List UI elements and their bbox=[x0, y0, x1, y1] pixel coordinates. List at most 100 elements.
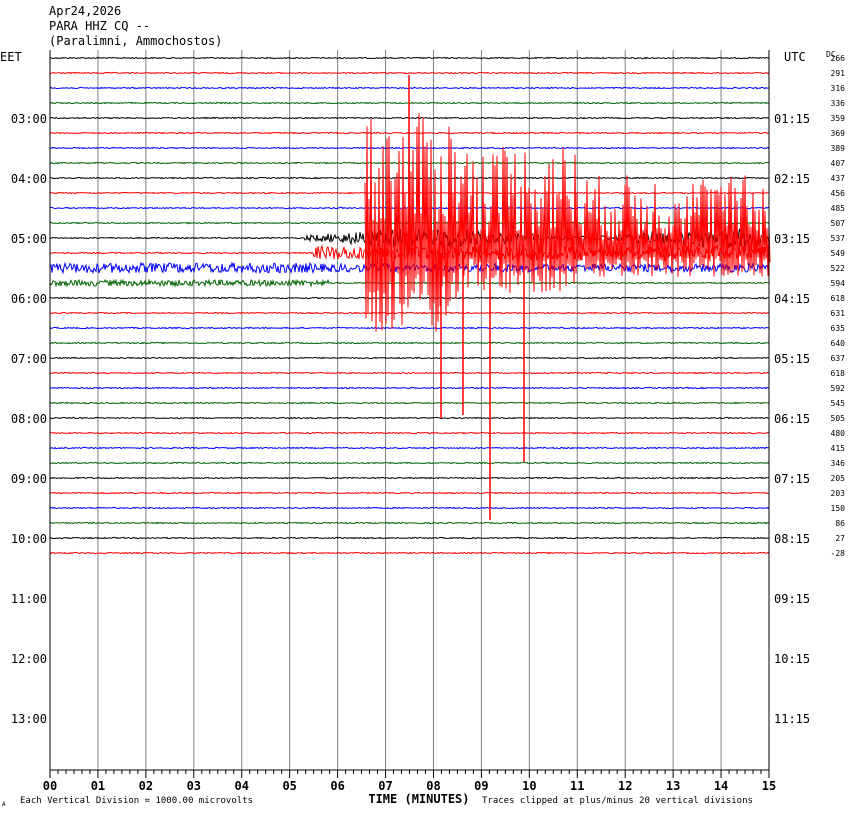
dc-offset-label: 407 bbox=[831, 159, 846, 168]
x-tick-label: 11 bbox=[570, 779, 584, 793]
dc-offset-label: 346 bbox=[831, 459, 846, 468]
right-time-label: 02:15 bbox=[774, 172, 810, 186]
dc-offset-label: 86 bbox=[835, 519, 845, 528]
x-axis-label: TIME (MINUTES) bbox=[368, 792, 469, 806]
dc-offset-label: 618 bbox=[831, 369, 846, 378]
dc-offset-label: 549 bbox=[831, 249, 846, 258]
dc-offset-label: 545 bbox=[831, 399, 846, 408]
header-station: PARA HHZ CQ -- bbox=[49, 19, 151, 33]
dc-offset-label: 485 bbox=[831, 204, 846, 213]
left-time-label: 06:00 bbox=[11, 292, 47, 306]
left-timezone-label: EET bbox=[0, 50, 22, 64]
x-tick-label: 02 bbox=[139, 779, 153, 793]
left-time-label: 10:00 bbox=[11, 532, 47, 546]
left-time-label: 03:00 bbox=[11, 112, 47, 126]
right-time-label: 09:15 bbox=[774, 592, 810, 606]
dc-offset-label: 369 bbox=[831, 129, 846, 138]
dc-offset-label: 631 bbox=[831, 309, 846, 318]
right-time-label: 06:15 bbox=[774, 412, 810, 426]
seismic-trace bbox=[49, 341, 770, 345]
seismic-trace bbox=[49, 56, 770, 60]
corner-mark: A bbox=[2, 801, 6, 808]
seismic-trace bbox=[50, 311, 770, 315]
left-time-label: 09:00 bbox=[11, 472, 47, 486]
right-timezone-label: UTC bbox=[784, 50, 806, 64]
x-tick-label: 00 bbox=[43, 779, 57, 793]
seismic-trace bbox=[49, 386, 770, 390]
seismic-trace bbox=[49, 401, 770, 405]
left-time-label: 13:00 bbox=[11, 712, 47, 726]
dc-offset-label: 618 bbox=[831, 294, 846, 303]
x-tick-label: 06 bbox=[330, 779, 344, 793]
right-time-label: 04:15 bbox=[774, 292, 810, 306]
dc-offset-label: 205 bbox=[831, 474, 846, 483]
right-time-label: 01:15 bbox=[774, 112, 810, 126]
right-time-label: 05:15 bbox=[774, 352, 810, 366]
left-time-label: 05:00 bbox=[11, 232, 47, 246]
right-time-label: 07:15 bbox=[774, 472, 810, 486]
dc-offset-label: 592 bbox=[831, 384, 846, 393]
x-tick-label: 12 bbox=[618, 779, 632, 793]
x-tick-label: 08 bbox=[426, 779, 440, 793]
earthquake-trace bbox=[364, 113, 771, 332]
x-tick-label: 04 bbox=[235, 779, 249, 793]
dc-offset-label: 505 bbox=[831, 414, 846, 423]
seismic-trace bbox=[49, 521, 770, 525]
footer-right-note: Traces clipped at plus/minus 20 vertical… bbox=[482, 796, 753, 806]
right-time-label: 11:15 bbox=[774, 712, 810, 726]
dc-offset-label: 27 bbox=[835, 534, 845, 543]
dc-offset-label: 640 bbox=[831, 339, 846, 348]
seismic-trace bbox=[49, 371, 770, 375]
dc-offset-label: 203 bbox=[831, 489, 846, 498]
dc-offset-label: 359 bbox=[831, 114, 846, 123]
seismic-trace bbox=[49, 446, 770, 450]
seismic-trace bbox=[49, 356, 770, 360]
seismic-trace bbox=[50, 431, 770, 435]
left-time-label: 07:00 bbox=[11, 352, 47, 366]
dc-offset-label: 507 bbox=[831, 219, 846, 228]
dc-offset-label: 594 bbox=[831, 279, 846, 288]
grid-lines bbox=[97, 50, 722, 770]
x-tick-label: 09 bbox=[474, 779, 488, 793]
seismic-trace bbox=[49, 551, 770, 555]
dc-offset-label: 336 bbox=[831, 99, 846, 108]
seismic-trace bbox=[49, 461, 770, 465]
dc-offset-label: 480 bbox=[831, 429, 846, 438]
x-tick-label: 10 bbox=[522, 779, 536, 793]
dc-offset-label: 456 bbox=[831, 189, 846, 198]
seismic-trace bbox=[49, 491, 770, 495]
x-tick-label: 14 bbox=[714, 779, 728, 793]
seismic-traces bbox=[49, 56, 771, 555]
dc-offset-label: 522 bbox=[831, 264, 846, 273]
x-tick-label: 01 bbox=[91, 779, 105, 793]
right-time-label: 10:15 bbox=[774, 652, 810, 666]
dc-offset-label: 637 bbox=[831, 354, 846, 363]
footer-left-note: Each Vertical Division = 1000.00 microvo… bbox=[20, 796, 253, 806]
header-location: (Paralimni, Ammochostos) bbox=[49, 34, 223, 48]
dc-offset-label: 635 bbox=[831, 324, 846, 333]
dc-offset-label: 266 bbox=[831, 54, 846, 63]
seismic-trace bbox=[49, 71, 770, 75]
seismic-trace bbox=[49, 506, 770, 510]
left-time-label: 11:00 bbox=[11, 592, 47, 606]
dc-label: DC bbox=[826, 50, 836, 59]
labels: 00 01 02 03 04 05 06 07 08 09 10 11 12 13 14 15 TIME (MI… bbox=[0, 50, 845, 808]
x-tick-label: 15 bbox=[762, 779, 776, 793]
seismic-trace bbox=[49, 476, 770, 480]
x-tick-label: 03 bbox=[187, 779, 201, 793]
x-tick-label: 13 bbox=[666, 779, 680, 793]
dc-offset-label: 150 bbox=[831, 504, 846, 513]
right-time-label: 03:15 bbox=[774, 232, 810, 246]
right-time-label: 08:15 bbox=[774, 532, 810, 546]
dc-offset-label: 316 bbox=[831, 84, 846, 93]
dc-offset-label: 389 bbox=[831, 144, 846, 153]
left-time-label: 12:00 bbox=[11, 652, 47, 666]
left-time-label: 08:00 bbox=[11, 412, 47, 426]
header-date: Apr24,2026 bbox=[49, 4, 122, 18]
left-time-label: 04:00 bbox=[11, 172, 47, 186]
x-tick-label: 05 bbox=[282, 779, 296, 793]
seismic-trace bbox=[49, 536, 770, 540]
x-tick-label: 07 bbox=[378, 779, 392, 793]
dc-offset-label: 291 bbox=[831, 69, 846, 78]
